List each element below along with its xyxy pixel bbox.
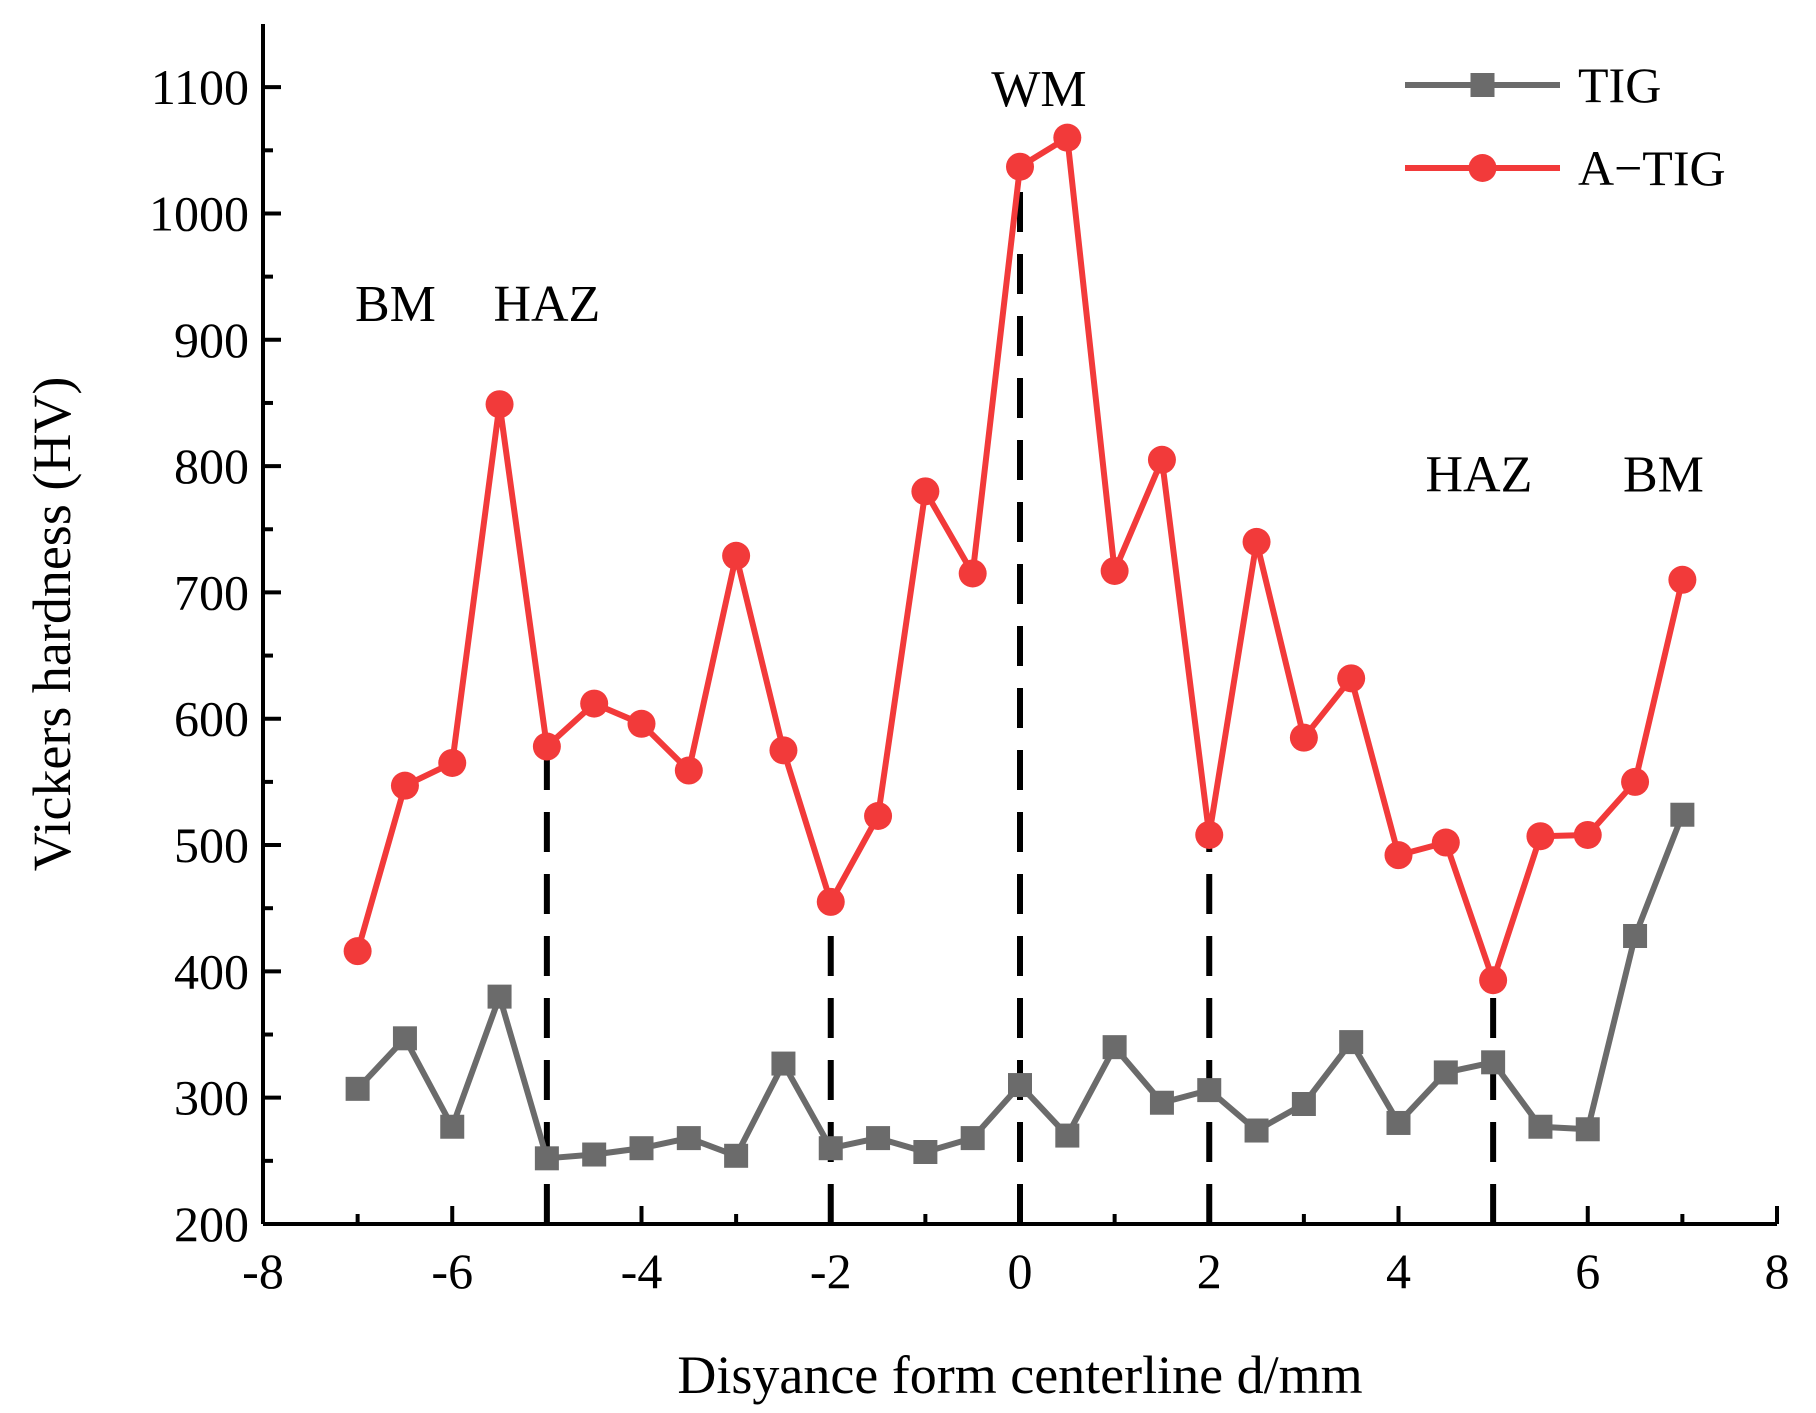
- zone-annotations: BM HAZ WM HAZ BM: [355, 61, 1704, 503]
- y-axis-title: Vickers hardness (HV): [22, 377, 82, 872]
- y-tick-label: 300: [174, 1070, 249, 1126]
- legend-marker: [1468, 154, 1497, 182]
- zone-label: HAZ: [493, 276, 600, 333]
- data-point: [913, 1140, 938, 1164]
- zone-label: HAZ: [1425, 446, 1532, 503]
- data-point: [1008, 1073, 1032, 1098]
- data-point: [1102, 1035, 1127, 1060]
- data-point: [1289, 723, 1318, 752]
- x-tick-label: 6: [1575, 1243, 1600, 1299]
- data-point: [629, 1136, 654, 1161]
- y-tick-label: 1000: [149, 185, 249, 241]
- data-point: [1479, 966, 1508, 995]
- series-a-tig: [343, 123, 1697, 995]
- data-point: [1431, 828, 1460, 857]
- x-tick-label: 2: [1197, 1243, 1222, 1299]
- data-point: [1433, 1060, 1458, 1085]
- zone-label: BM: [1623, 446, 1704, 503]
- data-point: [1621, 767, 1650, 796]
- zone-label: WM: [991, 61, 1086, 118]
- axes-group: -8 -6 -4 -2 0 2 4 6 8 200 300 400 500 600 700 800 900 100…: [149, 24, 1790, 1299]
- data-point: [1528, 1114, 1553, 1139]
- data-point: [864, 802, 893, 830]
- data-point: [440, 1114, 465, 1139]
- data-point: [1244, 1118, 1269, 1143]
- y-tick-label: 600: [174, 691, 249, 747]
- data-point: [1053, 123, 1082, 152]
- data-point: [771, 1051, 796, 1076]
- data-point: [345, 1076, 370, 1101]
- y-tick-label: 400: [174, 943, 249, 999]
- data-point: [866, 1126, 891, 1151]
- data-point: [1384, 841, 1413, 870]
- data-point: [580, 689, 609, 718]
- data-point: [1291, 1092, 1316, 1116]
- y-tick-label: 800: [174, 438, 249, 494]
- data-point: [582, 1142, 607, 1167]
- data-point: [1668, 565, 1697, 594]
- data-point: [390, 771, 419, 800]
- data-point: [960, 1126, 985, 1151]
- y-tick-label: 1100: [151, 59, 249, 115]
- zone-divider-lines: [543, 166, 1497, 1224]
- data-point: [1481, 1050, 1506, 1075]
- data-point: [532, 732, 561, 761]
- y-tick-label: 900: [174, 312, 249, 368]
- legend-label: TIG: [1578, 57, 1661, 113]
- series-tig: [345, 802, 1695, 1171]
- data-point: [392, 1026, 417, 1051]
- legend-marker: [1470, 73, 1495, 97]
- data-point: [487, 984, 512, 1009]
- data-point: [674, 756, 703, 785]
- x-axis-title: Disyance form centerline d/mm: [677, 1345, 1362, 1405]
- x-tick-label: 4: [1386, 1243, 1411, 1299]
- data-point: [534, 1146, 559, 1171]
- legend: TIG A−TIG: [1405, 57, 1726, 196]
- data-point: [343, 937, 372, 966]
- data-point: [1573, 820, 1602, 849]
- data-point: [1623, 924, 1648, 948]
- x-tick-label: 0: [1008, 1243, 1033, 1299]
- data-point: [769, 736, 798, 765]
- x-tick-label: -2: [810, 1243, 852, 1299]
- legend-label: A−TIG: [1578, 140, 1726, 196]
- data-point: [1197, 1078, 1222, 1103]
- data-point: [1670, 802, 1695, 827]
- data-point: [1526, 822, 1555, 851]
- data-point: [818, 1136, 843, 1161]
- series-layer: [343, 123, 1697, 1171]
- data-point: [1147, 445, 1176, 474]
- data-point: [958, 559, 987, 588]
- y-tick-label: 200: [174, 1196, 249, 1252]
- x-tick-label: -4: [621, 1243, 663, 1299]
- data-point: [1195, 820, 1224, 849]
- data-point: [1242, 527, 1271, 556]
- data-point: [676, 1126, 701, 1151]
- data-point: [1149, 1090, 1174, 1115]
- data-point: [1100, 556, 1129, 585]
- data-point: [1337, 664, 1366, 693]
- data-point: [1575, 1117, 1600, 1142]
- x-tick-label: -8: [242, 1243, 284, 1299]
- data-point: [438, 748, 467, 777]
- data-point: [816, 887, 845, 916]
- data-point: [724, 1143, 749, 1168]
- data-point: [627, 709, 656, 738]
- data-point: [1055, 1123, 1080, 1148]
- data-point: [722, 541, 751, 570]
- data-point: [1386, 1110, 1411, 1135]
- y-tick-label: 500: [174, 817, 249, 873]
- x-tick-label: -6: [431, 1243, 473, 1299]
- data-point: [911, 477, 940, 506]
- zone-label: BM: [355, 276, 436, 333]
- x-tick-label: 8: [1765, 1243, 1790, 1299]
- data-point: [1339, 1030, 1364, 1055]
- data-point: [485, 390, 514, 419]
- y-tick-label: 700: [174, 564, 249, 620]
- data-point: [1006, 152, 1034, 181]
